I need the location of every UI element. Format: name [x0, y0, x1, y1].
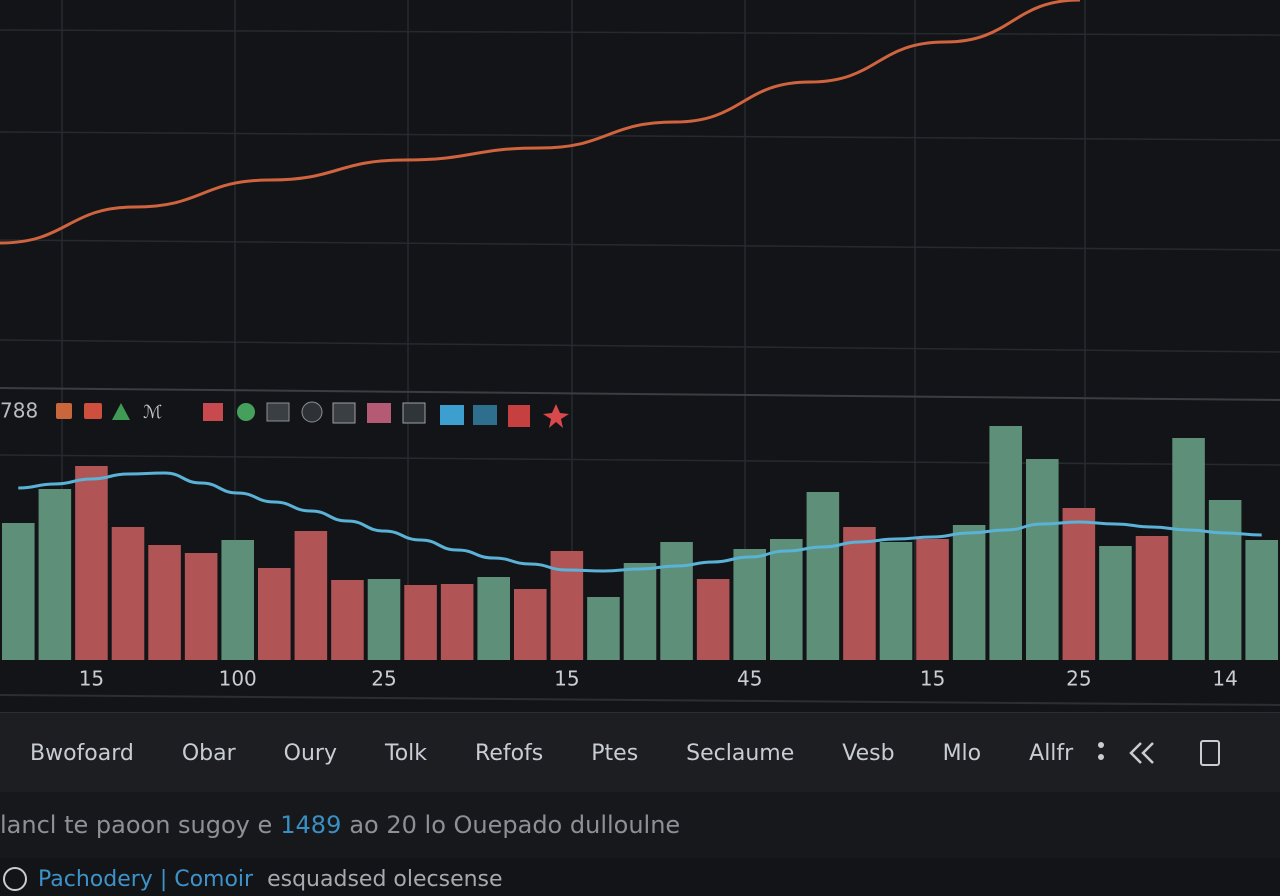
- volume-bar: [806, 492, 840, 660]
- indicator-label: 788: [0, 399, 38, 423]
- icon[interactable]: [84, 403, 102, 419]
- icon[interactable]: [203, 403, 223, 421]
- volume-bar: [587, 597, 620, 660]
- icon[interactable]: [508, 405, 530, 427]
- toolbar-button[interactable]: Tolk: [385, 740, 428, 766]
- x-tick-label: 25: [371, 667, 396, 691]
- toolbar-icons: [1098, 740, 1221, 766]
- volume-bar: [148, 545, 181, 660]
- volume-bar: [38, 489, 72, 660]
- volume-bar: [843, 527, 876, 660]
- price-line: [0, 0, 1081, 245]
- chart-panel: 788 ℳ 15 100 25 15 45 15 25 14: [0, 0, 1280, 706]
- volume-bar: [331, 580, 364, 660]
- status-line: lancl te paoon sugoy e 1489 ao 20 lo Oue…: [0, 792, 1280, 858]
- toolbar-button[interactable]: Refofs: [475, 740, 544, 766]
- volume-bar: [75, 466, 108, 660]
- icon[interactable]: [473, 405, 497, 425]
- icon[interactable]: [332, 402, 356, 424]
- toolbar-button[interactable]: Oury: [283, 740, 337, 766]
- volume-bar: [1245, 540, 1278, 660]
- x-tick-label: 15: [79, 667, 104, 691]
- status-text: lancl te paoon sugoy e: [0, 811, 273, 839]
- grid-line: [0, 339, 1280, 353]
- footer-link[interactable]: Pachodery | Comoir: [38, 866, 254, 892]
- volume-bar: [989, 426, 1022, 660]
- volume-bar: [623, 563, 657, 660]
- toolbar-button[interactable]: Ptes: [591, 740, 639, 766]
- volume-bar: [916, 539, 949, 660]
- pane-divider: [0, 387, 1280, 401]
- toolbar-button[interactable]: Seclaume: [686, 740, 795, 766]
- toolbar-button[interactable]: Vesb: [842, 740, 895, 766]
- status-text: ao 20 lo Ouepado dulloulne: [349, 811, 681, 839]
- icon[interactable]: [266, 402, 290, 422]
- volume-bar: [1172, 438, 1205, 660]
- grid-line: [0, 239, 1280, 251]
- icon[interactable]: [301, 401, 323, 423]
- footer-icon: [3, 867, 27, 891]
- volume-bar: [660, 542, 693, 660]
- volume-bar: [1135, 536, 1169, 660]
- volume-bar: [404, 585, 437, 660]
- volume-bar: [440, 584, 474, 660]
- volume-bar: [1099, 546, 1132, 660]
- icon: [3, 867, 27, 891]
- grid-line: [0, 454, 1280, 466]
- x-tick-label: 100: [219, 667, 257, 691]
- volume-bar: [733, 549, 766, 660]
- volume-bar: [952, 525, 986, 660]
- icon[interactable]: [440, 405, 464, 425]
- icon[interactable]: ℳ: [143, 402, 162, 423]
- toolbar-button[interactable]: Allfr: [1029, 740, 1074, 766]
- toolbar-button[interactable]: Mlo: [942, 740, 982, 766]
- icon[interactable]: [1098, 754, 1105, 760]
- footer-text: esquadsed olecsense: [267, 866, 503, 892]
- icon[interactable]: [367, 403, 391, 423]
- volume-bar: [111, 527, 145, 660]
- volume-bar: [770, 539, 803, 660]
- icon[interactable]: [1200, 740, 1221, 766]
- volume-bar: [258, 568, 291, 660]
- volume-bar: [477, 577, 510, 660]
- x-tick-label: 15: [554, 667, 579, 691]
- icon[interactable]: [1098, 742, 1105, 748]
- indicator-line: [18, 471, 1262, 573]
- toolbar-button[interactable]: Obar: [181, 740, 236, 766]
- icon[interactable]: [56, 403, 72, 419]
- status-highlight[interactable]: 1489: [280, 811, 342, 839]
- pane-divider: [0, 694, 1280, 706]
- volume-bar: [221, 540, 254, 660]
- volume-bar: [1208, 500, 1242, 660]
- icon[interactable]: [112, 403, 130, 420]
- x-tick-label: 25: [1066, 667, 1091, 691]
- volume-bar: [367, 579, 401, 660]
- x-tick-label: 15: [920, 667, 945, 691]
- volume-bar: [2, 523, 35, 660]
- grid-line: [0, 131, 1280, 141]
- volume-bar: [696, 579, 730, 660]
- indicator-icons[interactable]: ℳ: [56, 401, 569, 428]
- volume-bar: [1062, 508, 1096, 660]
- toolbar-button[interactable]: Bwofoard: [30, 740, 134, 766]
- x-tick-label: 14: [1212, 667, 1237, 691]
- x-tick-label: 45: [737, 667, 762, 691]
- icon[interactable]: [402, 402, 426, 424]
- volume-bar: [184, 553, 218, 660]
- volume-bar: [294, 531, 328, 660]
- icon[interactable]: [1129, 742, 1155, 764]
- volume-bar: [514, 589, 547, 660]
- volume-bar: [879, 542, 913, 660]
- grid-line: [0, 29, 1280, 36]
- toolbar: Bwofoard Obar Oury Tolk Refofs Ptes Seclaume Ve…: [0, 712, 1280, 793]
- icon[interactable]: [543, 404, 569, 428]
- icon[interactable]: [237, 403, 255, 421]
- volume-bar: [1026, 459, 1059, 660]
- footer: Pachodery | Comoir esquadsed olecsense: [0, 862, 1280, 896]
